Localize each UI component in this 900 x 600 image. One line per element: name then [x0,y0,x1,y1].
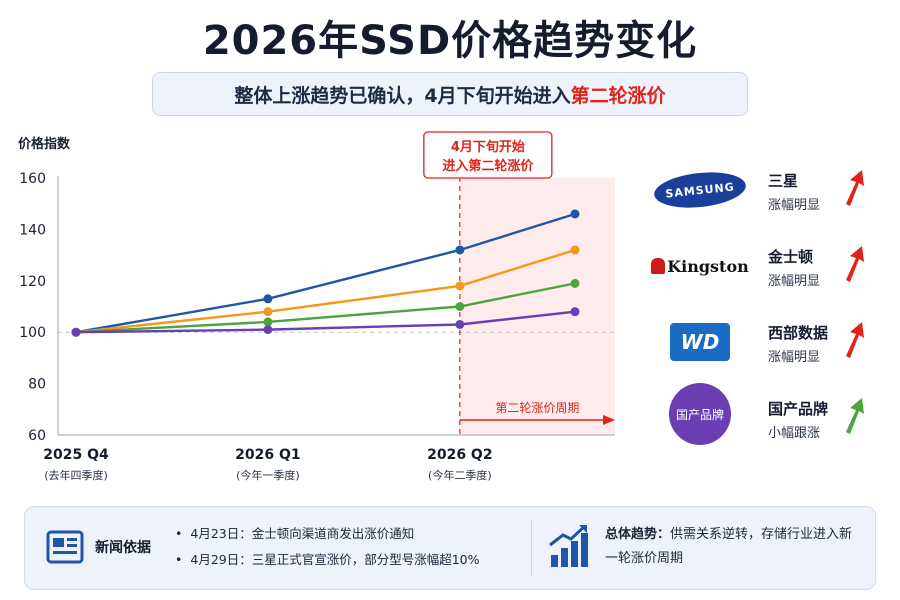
x-tick-label: 2025 Q4 [43,447,109,463]
second-round-shade [459,178,615,435]
series-point-0 [455,245,465,255]
y-tick-label: 100 [19,325,46,341]
y-tick-label: 120 [19,274,46,290]
series-point-3 [455,319,465,329]
series-line-3 [75,310,576,334]
up-arrow-icon [846,246,864,282]
subtitle-text: 整体上涨趋势已确认，4月下旬开始进入 [234,84,571,107]
x-tick-label: 2026 Q2 [427,447,492,463]
news-item: 4月23日：金士顿向渠道商发出涨价通知 [175,521,480,547]
series-point-1 [263,307,273,317]
x-tick-sublabel: (今年一季度) [236,468,300,482]
up-arrow-icon [846,170,864,206]
series-point-0 [570,209,580,219]
domestic-brand-logo: 国产品牌 [650,383,750,445]
subtitle-banner: 整体上涨趋势已确认，4月下旬开始进入 第二轮涨价 [152,72,748,116]
brand-name: 三星 [768,172,799,190]
period-label: 第二轮涨价周期 [495,400,579,415]
x-tick-sublabel: (去年四季度) [44,468,108,482]
bar-chart-rising-icon [549,524,588,567]
series-point-1 [570,245,580,255]
y-tick-label: 80 [28,377,46,393]
trend-text: 供需关系逆转，存储行业进入新一轮涨价周期 [605,527,853,566]
brand-row-kingston: Kingston 金士顿 涨幅明显 [650,236,890,296]
brand-row-domestic: 国产品牌 国产品牌 小幅跟涨 [650,383,890,448]
samsung-logo: SAMSUNG [650,166,750,214]
brand-desc: 涨幅明显 [768,198,821,213]
series-line-1 [75,248,576,334]
trend-summary: 总体趋势：供需关系逆转，存储行业进入新一轮涨价周期 [605,523,865,571]
series-point-2 [570,278,580,288]
y-tick-label: 140 [19,222,46,238]
series-point-3 [71,327,81,337]
x-tick-sublabel: (今年二季度) [428,468,492,482]
series-point-3 [570,307,580,317]
series-point-1 [455,281,465,291]
series-point-3 [263,325,273,335]
series-point-0 [263,294,273,304]
series-line-2 [75,282,576,334]
annotation-line2: 进入第二轮涨价 [442,158,534,174]
news-item: 4月29日：三星正式官宣涨价，部分型号涨幅超10% [175,547,479,573]
y-axis-label: 价格指数 [18,136,71,152]
y-tick-label: 60 [28,428,46,444]
brand-desc: 小幅跟涨 [768,426,821,441]
brand-desc: 涨幅明显 [768,274,821,289]
brand-name: 西部数据 [768,324,829,342]
footer-divider [531,519,532,577]
annotation-box [423,131,553,179]
series-line-0 [75,212,576,334]
news-title: 新闻依据 [95,540,151,556]
series-point-2 [455,302,465,311]
footer-panel: 新闻依据 4月23日：金士顿向渠道商发出涨价通知 4月29日：三星正式官宣涨价，… [24,506,876,590]
y-tick-label: 160 [19,171,46,187]
brand-name: 国产品牌 [768,400,829,418]
page-title: 2026年SSD价格趋势变化 [202,18,698,64]
brand-row-samsung: SAMSUNG 三星 涨幅明显 [650,160,890,220]
brand-name: 金士顿 [768,248,814,266]
wd-logo: WD [650,318,750,366]
x-tick-label: 2026 Q1 [235,447,300,463]
period-arrow-head [603,415,615,425]
series-point-2 [263,317,273,327]
trend-label: 总体趋势： [605,527,671,542]
brand-desc: 涨幅明显 [768,350,821,365]
newspaper-icon [46,530,84,564]
up-arrow-icon [846,398,864,434]
kingston-logo: Kingston [650,242,750,290]
up-arrow-icon [846,322,864,358]
price-index-line-chart: 价格指数 60 80 100 120 140 160 4月下旬开始进入第二轮涨价第二轮涨价周期… [18,131,615,482]
news-list: 4月23日：金士顿向渠道商发出涨价通知 4月29日：三星正式官宣涨价，部分型号涨… [175,521,480,573]
annotation-line1: 4月下旬开始 [451,139,525,155]
brand-row-wd: WD 西部数据 涨幅明显 [650,312,890,372]
subtitle-highlight: 第二轮涨价 [570,84,666,107]
